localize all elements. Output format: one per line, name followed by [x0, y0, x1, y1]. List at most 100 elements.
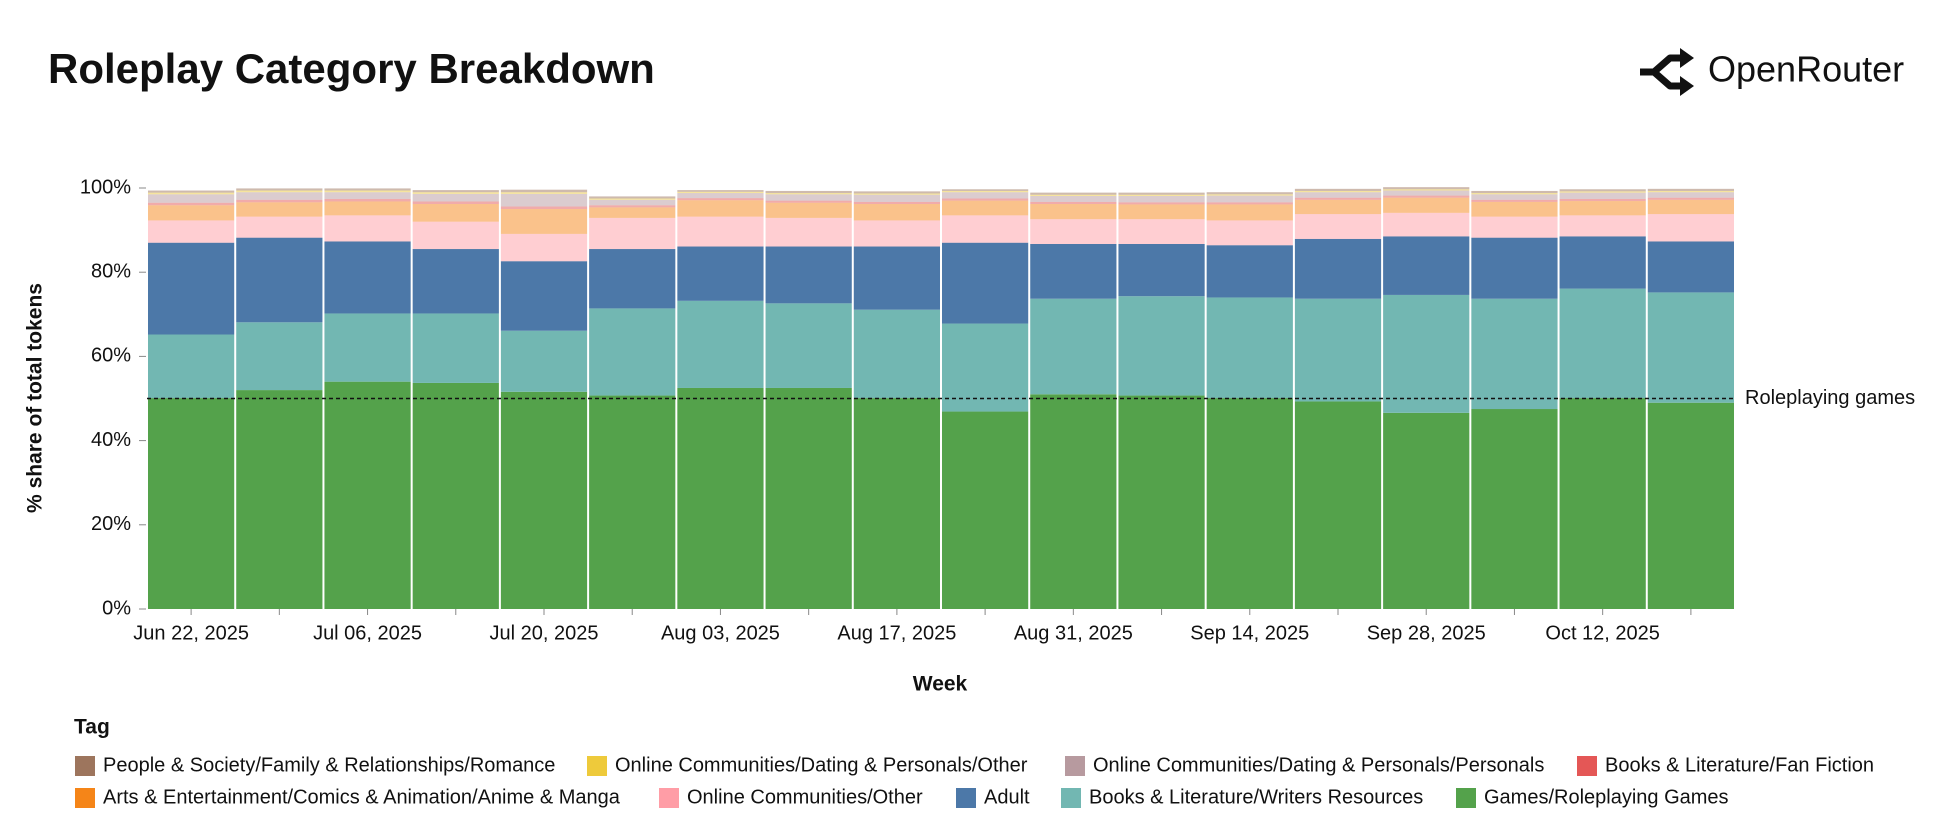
bar-segment [500, 330, 588, 392]
bar-segment [148, 190, 235, 193]
bar-segment [1030, 195, 1117, 202]
y-tick-label: 60% [91, 345, 131, 367]
bar-segment [1206, 192, 1293, 195]
bar-segment [236, 322, 323, 391]
bar-segment [589, 217, 676, 250]
bar-segment [589, 205, 676, 208]
legend-swatch [1061, 788, 1081, 808]
bar-segment [853, 398, 940, 609]
bar-segment [765, 190, 852, 194]
bar-segment [1647, 197, 1734, 200]
bar-segment [1206, 245, 1293, 298]
bar-segment [324, 241, 411, 314]
bar-segment [1471, 201, 1558, 217]
bar-segment [677, 387, 764, 609]
bar-segment [942, 192, 1029, 199]
bar-segment [1294, 199, 1382, 215]
bar-segment [853, 201, 940, 204]
annotation: Roleplaying games [1745, 387, 1915, 409]
x-axis-title: Week [913, 673, 968, 696]
bar-segment [1559, 236, 1646, 289]
y-tick-label: 20% [91, 513, 131, 535]
bar-segment [1030, 203, 1117, 220]
legend-label: Books & Literature/Writers Resources [1089, 786, 1423, 808]
bar-segment [853, 309, 940, 399]
bar-segment [1294, 401, 1382, 609]
bar-segment [324, 215, 411, 242]
bar-segment [1118, 296, 1205, 396]
bar-segment [677, 216, 764, 247]
bar-segment [1471, 194, 1558, 200]
bar-segment [412, 249, 499, 314]
bar-segment [412, 382, 499, 609]
bar-segment [236, 390, 323, 609]
bar-segment [1559, 398, 1646, 609]
bar-segment [1383, 236, 1470, 295]
bar-segment [1118, 243, 1205, 297]
bar-segment [677, 198, 764, 201]
bar-segment [1030, 192, 1117, 195]
bar-segment [324, 192, 411, 199]
bar-segment [853, 220, 940, 247]
bar-segment [589, 198, 676, 200]
bar-segment [942, 198, 1029, 201]
bar-segment [942, 323, 1029, 412]
bar-segment [589, 249, 676, 309]
legend-label: People & Society/Family & Relationships/… [103, 754, 555, 776]
bar-segment [765, 303, 852, 388]
y-tick-label: 0% [102, 597, 131, 619]
y-axis-title: % share of total tokens [24, 283, 47, 513]
bar-segment [1030, 298, 1117, 395]
bar-segment [589, 395, 676, 609]
bar-segment [589, 199, 676, 206]
bar-segment [1206, 195, 1293, 203]
bar-segment [1559, 192, 1646, 199]
bar-segment [765, 246, 852, 304]
bar-segment [500, 193, 588, 207]
bar-segment [1383, 294, 1470, 413]
bar-segment [765, 200, 852, 203]
bar-segment [853, 246, 940, 310]
bar-segment [412, 201, 499, 204]
bar-segment [1030, 219, 1117, 244]
bar-segment [412, 193, 499, 202]
bar-segment [148, 205, 235, 221]
bar-segment [1647, 214, 1734, 242]
bar-segment [1559, 215, 1646, 237]
bar-segment [1030, 201, 1117, 204]
bar-segment [412, 221, 499, 250]
legend-label: Online Communities/Dating & Personals/Ot… [615, 754, 1028, 776]
bar-segment [500, 206, 588, 210]
bar-segment [1471, 409, 1558, 609]
bar-segment [1206, 202, 1293, 205]
bar-segment [1471, 216, 1558, 238]
legend-swatch [587, 756, 607, 776]
legend-label: Online Communities/Dating & Personals/Pe… [1093, 754, 1544, 776]
legend-label: Online Communities/Other [687, 786, 923, 808]
bar-segment [1206, 194, 1293, 196]
bar-segment [148, 398, 235, 609]
bar-segment [500, 192, 588, 194]
bar-segment [148, 202, 235, 206]
bar-segment [677, 190, 764, 192]
bar-segment [1383, 190, 1470, 196]
chart-title: Roleplay Category Breakdown [48, 45, 655, 92]
bar-segment [1647, 199, 1734, 215]
legend-swatch [1456, 788, 1476, 808]
bar-segment [1383, 187, 1470, 190]
bar-segment [148, 192, 235, 195]
bar-segment [1383, 412, 1470, 609]
legend-swatch [956, 788, 976, 808]
x-tick-label: Aug 03, 2025 [661, 622, 780, 644]
bar-segment [1294, 238, 1382, 299]
y-tick-label: 100% [80, 176, 131, 198]
bar-segment [942, 411, 1029, 609]
bar-segment [942, 215, 1029, 243]
bar-segment [412, 203, 499, 222]
bar-segment [1647, 241, 1734, 293]
bar-segment [412, 190, 499, 193]
bar-segment [1294, 190, 1382, 193]
bar-segment [148, 194, 235, 203]
bar-segment [942, 200, 1029, 216]
